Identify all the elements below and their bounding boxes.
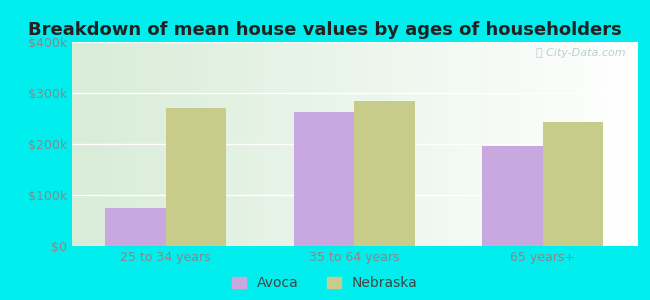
Legend: Avoca, Nebraska: Avoca, Nebraska — [232, 276, 418, 290]
Text: Breakdown of mean house values by ages of householders: Breakdown of mean house values by ages o… — [28, 21, 622, 39]
Text: ⓘ City-Data.com: ⓘ City-Data.com — [536, 48, 626, 58]
Bar — [294, 112, 354, 246]
Bar — [105, 208, 166, 246]
Bar — [543, 122, 603, 246]
Bar — [482, 146, 543, 246]
Bar — [166, 108, 226, 246]
Bar — [354, 100, 415, 246]
